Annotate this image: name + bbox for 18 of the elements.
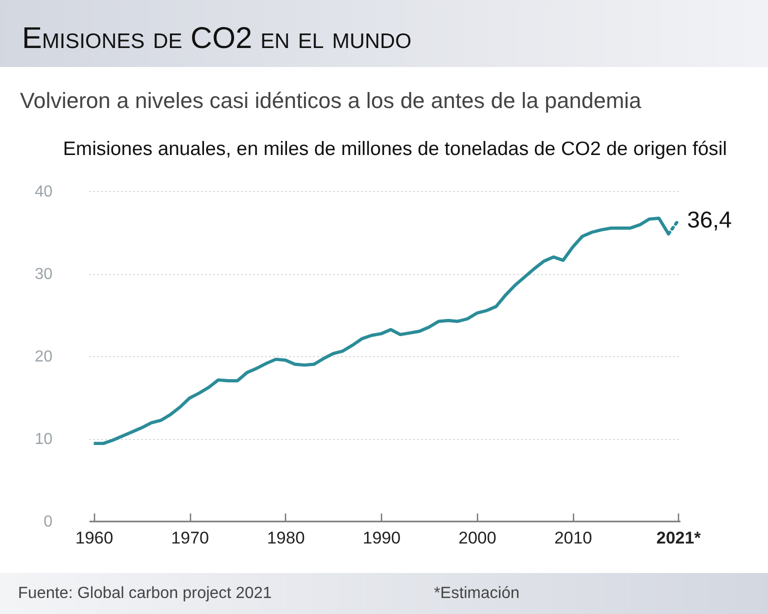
y-tick-label: 40: [34, 184, 53, 200]
text: *Estimación: [434, 584, 520, 603]
source-note: Fuente: Global carbon project 2021: [18, 584, 272, 603]
x-tick-label: 2010: [554, 528, 592, 548]
x-tick-label: 2021*: [656, 528, 702, 548]
x-tick-label: 2000: [458, 528, 496, 548]
data-label: 36,4: [687, 206, 732, 233]
x-tick-label: 1970: [171, 528, 209, 548]
y-tick-label: 20: [34, 348, 53, 366]
chart-title: Emisiones de CO2 en el mundo: [22, 22, 412, 56]
x-tick-label: 1980: [266, 528, 305, 548]
y-tick-label: 10: [34, 431, 53, 448]
x-tick-label: 1960: [75, 528, 114, 548]
y-tick-label: 0: [44, 514, 53, 530]
y-tick-label: 30: [34, 266, 53, 283]
x-tick-label: 1990: [362, 528, 401, 548]
chart-subtitle: Volvieron a niveles casi idénticos a los de antes de la pandemia: [20, 88, 642, 114]
y-axis-title: Emisiones anuales, en miles de millones de toneladas de CO2 de origen fósil: [63, 138, 727, 161]
